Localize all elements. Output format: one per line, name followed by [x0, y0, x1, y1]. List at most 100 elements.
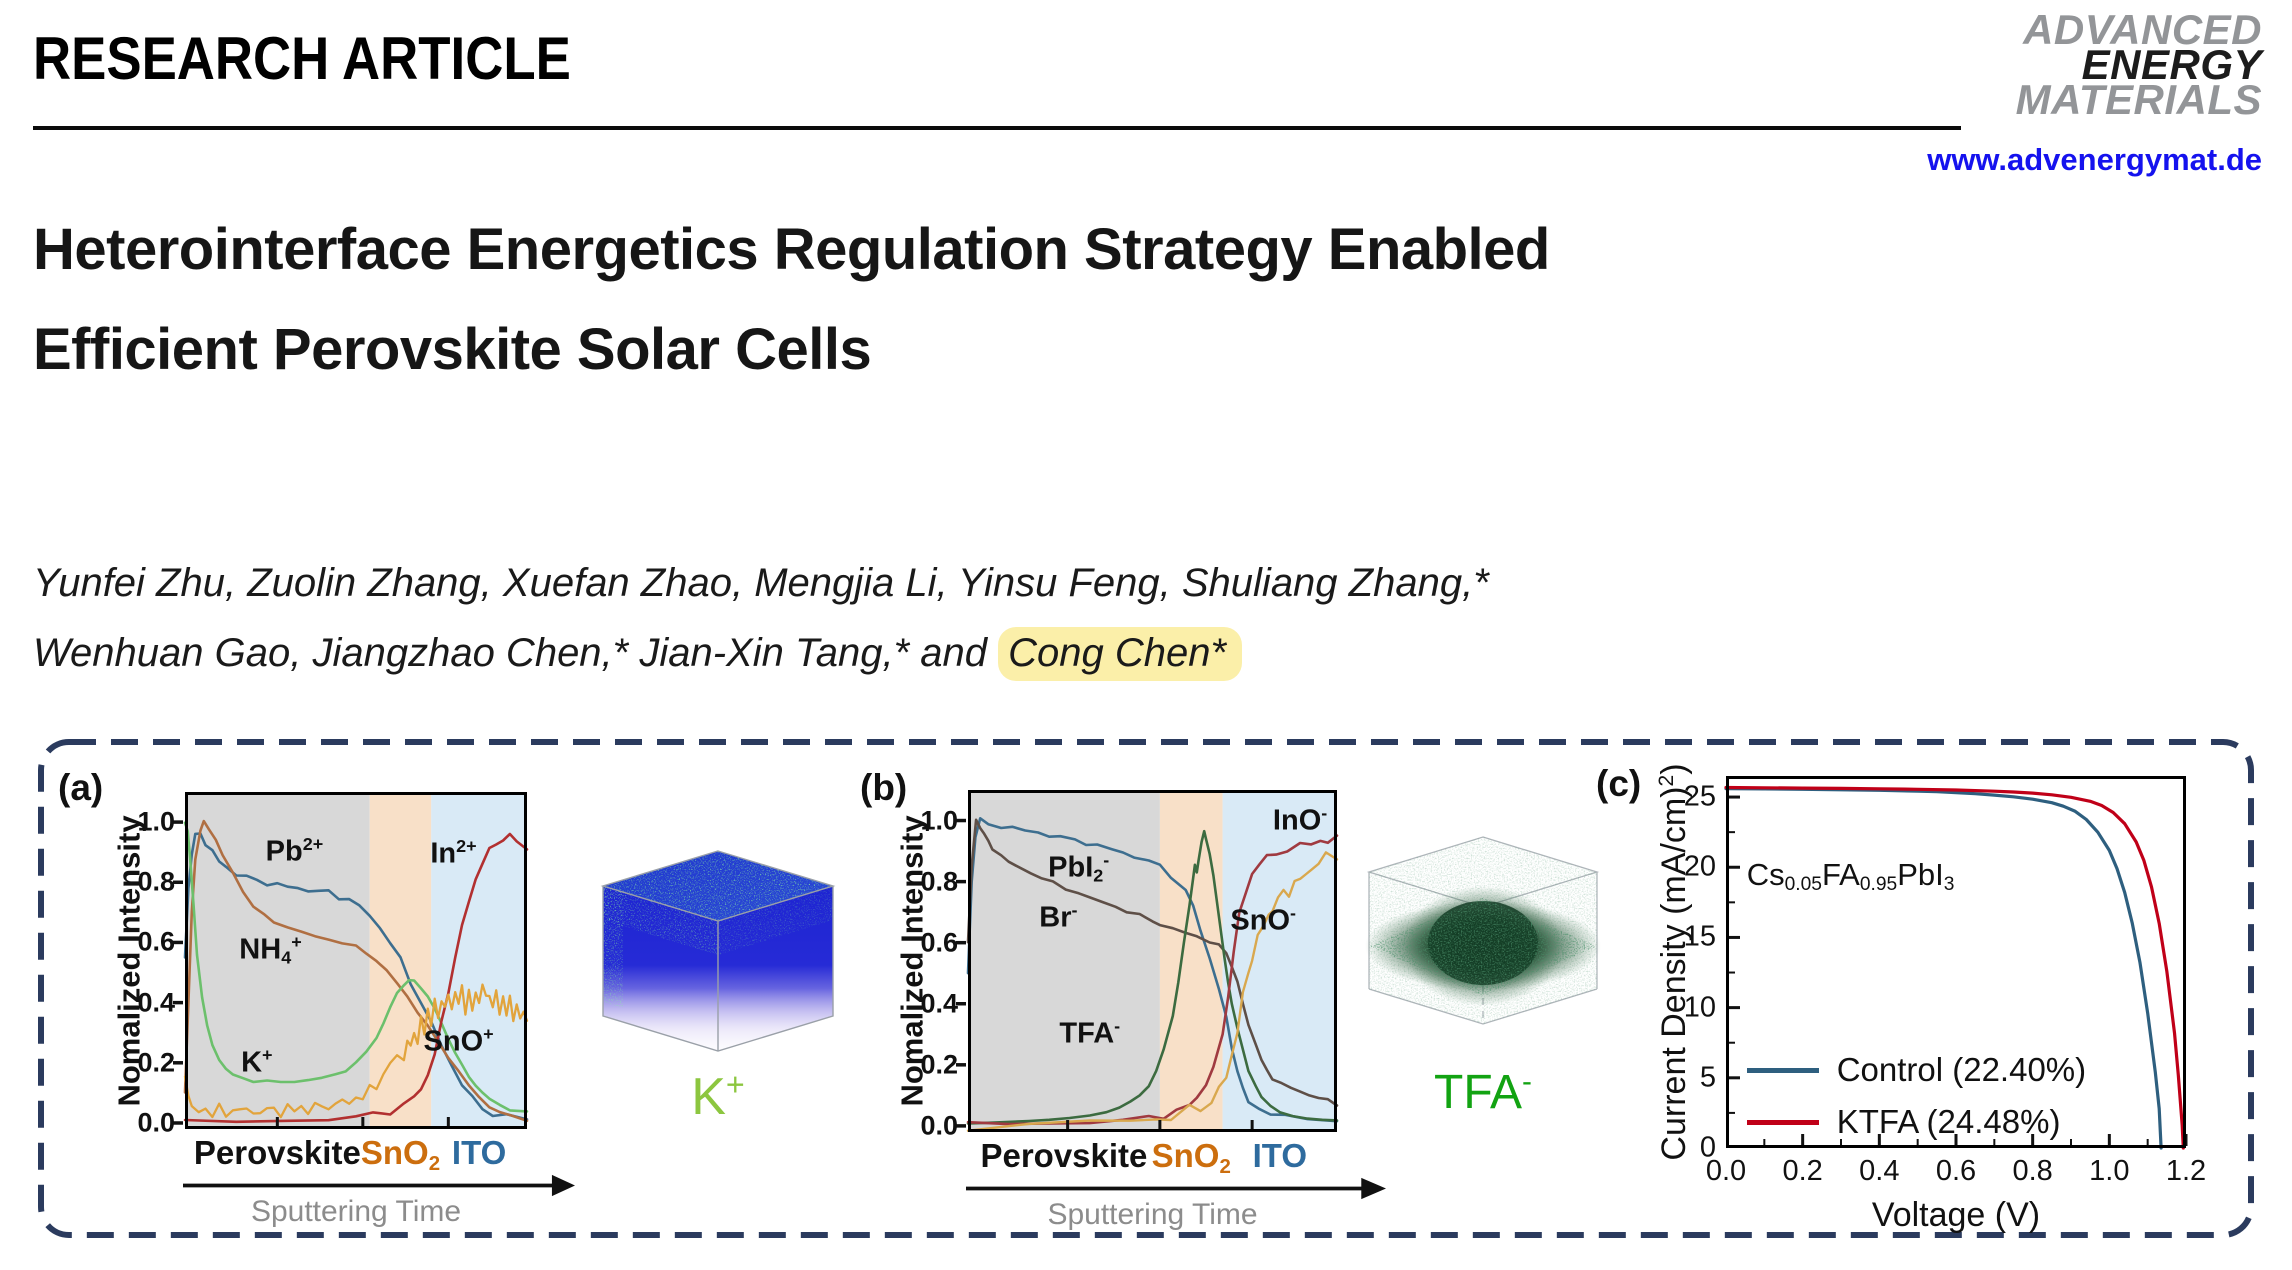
y-tick-label: 0.8 — [137, 866, 175, 897]
x-tick-label: 1.0 — [2089, 1155, 2130, 1187]
layer-label-SnO2: SnO2 — [360, 1134, 441, 1175]
layer-label-Perovskite: Perovskite — [980, 1137, 1148, 1174]
perovskite-composition-annotation: Cs0.05FA0.95PbI3 — [1746, 856, 1955, 896]
article-type-label: RESEARCH ARTICLE — [33, 25, 571, 92]
author-line2: Wenhuan Gao, Jiangzhao Chen,* Jian-Xin T… — [33, 618, 1489, 688]
y-tick-label: 0.2 — [920, 1049, 958, 1080]
axis-frame — [968, 790, 1337, 1132]
paper-title-line1: Heterointerface Energetics Regulation St… — [33, 217, 1550, 282]
legend-row: KTFA (24.48%) — [1746, 1103, 2086, 1141]
y-tick-label: 0 — [1699, 1131, 1716, 1164]
paper-title: Heterointerface Energetics Regulation St… — [33, 200, 1550, 400]
journal-website-link[interactable]: www.advenergymat.de — [1927, 142, 2262, 177]
y-tick-label: 20 — [1683, 850, 1716, 883]
layer-label-SnO2: SnO2 — [1151, 1137, 1231, 1178]
panel-label-b: (b) — [860, 767, 908, 808]
y-axis-tick-labels: 1.0 0.8 0.6 0.4 0.2 0.0 — [111, 792, 175, 1136]
graphical-abstract-figure: (a) (b) (c) Nomalized Intensity 1.0 0.8 0.… — [36, 737, 2256, 1240]
plot-area: Pb2+ NH4+ K+ In2+ SnO+ — [173, 792, 529, 1129]
journal-logo-line2: ENERGY — [2081, 41, 2262, 88]
layer-region-ITO — [1222, 790, 1337, 1132]
x-tick-label: 0.6 — [1935, 1155, 1977, 1187]
y-axis-tick-labels: 25 20 15 10 5 0 — [1652, 776, 1716, 1162]
y-tick-label: 0.8 — [920, 866, 958, 897]
series-line-K+ — [183, 821, 529, 1113]
series-line-SnO+ — [183, 983, 529, 1119]
y-tick-label: 15 — [1683, 920, 1716, 953]
y-tick-label: 0.0 — [137, 1107, 175, 1138]
x-tick-label: 0.2 — [1782, 1155, 1823, 1187]
k-ion-3d-map — [600, 850, 836, 1052]
y-tick-label: 0.0 — [920, 1110, 958, 1141]
layer-region-SnO2 — [1159, 790, 1223, 1132]
legend-label: Control (22.40%) — [1836, 1051, 2087, 1089]
y-tick-label: 10 — [1683, 991, 1716, 1024]
series-line-TFA- — [966, 829, 1339, 1125]
legend-swatch — [1746, 1067, 1819, 1073]
x-tick-label: 1.2 — [2165, 1155, 2207, 1187]
series-line-Br- — [966, 818, 1339, 1107]
series-line-In2+ — [183, 832, 529, 1124]
plot-area: PbI2- Br- TFA- InO- SnO- — [956, 790, 1339, 1132]
panel-label-c: (c) — [1596, 763, 1642, 804]
figure-border-rect — [38, 739, 2254, 1238]
tfa-ion-label: TFA- — [1434, 1065, 1532, 1119]
tfa-ion-3d-map — [1365, 836, 1601, 1025]
y-axis-tick-labels: 1.0 0.8 0.6 0.4 0.2 0.0 — [894, 790, 958, 1139]
layer-label-ITO: ITO — [451, 1134, 507, 1171]
y-tick-label: 0.4 — [920, 988, 958, 1019]
author-line2-text: Wenhuan Gao, Jiangzhao Chen,* Jian-Xin T… — [33, 631, 999, 675]
x-axis-tick-labels: 0.0 0.2 0.4 0.6 0.8 1.0 1.2 — [1706, 1155, 2206, 1190]
y-tick-label: 0.4 — [137, 987, 175, 1018]
highlighted-author: Cong Chen* — [998, 627, 1243, 681]
series-line-PbI2- — [966, 816, 1339, 1123]
layer-region-Perovskite — [968, 790, 1160, 1132]
layer-labels: Perovskite SnO2 ITO — [968, 1137, 1337, 1180]
series-line-InO- — [966, 834, 1339, 1126]
series-line-KTFA — [1724, 785, 2185, 1150]
y-tick-label: 1.0 — [137, 806, 175, 837]
layer-label-Perovskite: Perovskite — [193, 1134, 361, 1171]
plot-area: Cs0.05FA0.95PbI3 Control (22.40%) KTFA (2… — [1724, 776, 2188, 1150]
x-tick-label: 0.8 — [2012, 1155, 2053, 1187]
y-tick-label: 5 — [1699, 1061, 1716, 1094]
layer-region-Perovskite — [185, 792, 370, 1129]
k-ion-label: K+ — [691, 1066, 745, 1126]
x-axis-title: Sputtering Time — [250, 1195, 462, 1228]
sputtering-time-arrow — [966, 1176, 1386, 1201]
sputtering-time-arrow — [183, 1173, 575, 1198]
layer-label-ITO: ITO — [1252, 1137, 1307, 1174]
x-axis-title: Sputtering Time — [1047, 1198, 1258, 1231]
y-tick-label: 0.2 — [137, 1047, 175, 1078]
axis-frame — [1726, 776, 2186, 1148]
jv-curve-chart: Current Density (mA/cm)2) 25 20 15 10 5 0 Cs0… — [1655, 763, 2206, 1234]
series-line-Pb2+ — [183, 832, 529, 1121]
header-rule — [33, 126, 1961, 130]
y-tick-label: 0.6 — [920, 927, 958, 958]
legend-label: KTFA (24.48%) — [1836, 1103, 2061, 1141]
legend: Control (22.40%) KTFA (24.48%) — [1746, 1051, 2087, 1141]
layer-region-ITO — [431, 792, 527, 1129]
journal-logo-line1: ADVANCED — [2023, 6, 2262, 53]
cube-wireframe — [600, 850, 836, 1052]
paper-title-line2: Efficient Perovskite Solar Cells — [33, 317, 872, 382]
y-tick-label: 1.0 — [920, 805, 958, 836]
depth-profile-chart-anions: Nomalized Intensity 1.0 0.8 0.6 0.4 0.2 0.0 P… — [895, 790, 1386, 1231]
figure-dashed-border — [38, 739, 2254, 1238]
y-tick-label: 0.6 — [137, 926, 175, 957]
author-line1: Yunfei Zhu, Zuolin Zhang, Xuefan Zhao, M… — [33, 561, 1489, 605]
journal-logo-line3: MATERIALS — [2015, 76, 2262, 123]
author-list: Yunfei Zhu, Zuolin Zhang, Xuefan Zhao, M… — [33, 548, 1489, 688]
legend-swatch — [1746, 1119, 1819, 1125]
layer-labels: Perovskite SnO2 ITO — [185, 1134, 527, 1177]
x-tick-label: 0.4 — [1859, 1155, 1900, 1187]
panel-label-a: (a) — [58, 767, 104, 808]
depth-profile-chart-cations: Nomalized Intensity 1.0 0.8 0.6 0.4 0.2 0.0 P… — [112, 792, 575, 1228]
x-axis-title: Voltage (V) — [1871, 1196, 2041, 1234]
axis-frame — [185, 792, 527, 1129]
series-line-NH4+ — [183, 819, 529, 1123]
y-tick-label: 25 — [1683, 780, 1716, 813]
legend-row: Control (22.40%) — [1746, 1051, 2087, 1089]
series-line-SnO- — [966, 851, 1339, 1132]
